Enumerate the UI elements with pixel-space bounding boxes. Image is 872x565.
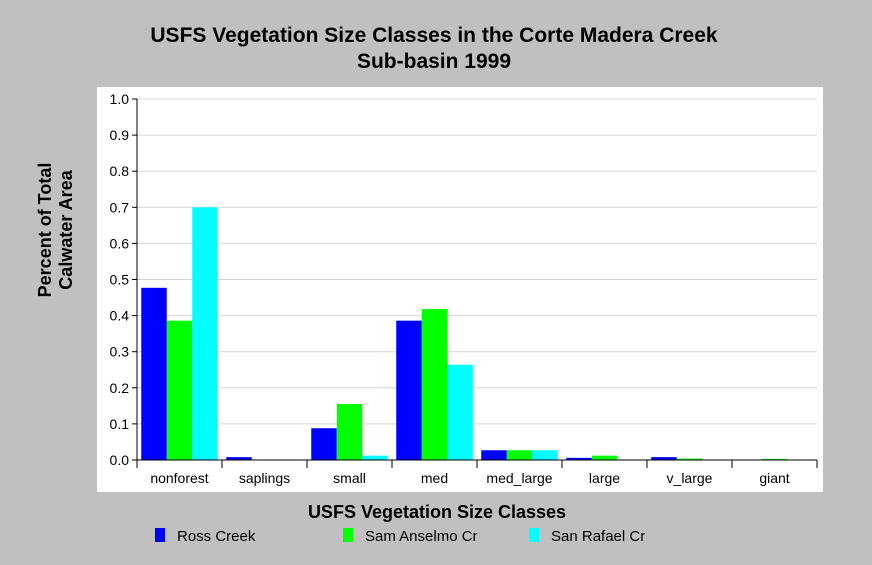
bar-v-large-2 xyxy=(676,458,703,460)
x-tick-label: large xyxy=(589,470,620,486)
bar-med-2 xyxy=(421,309,448,460)
legend-label: Ross Creek xyxy=(177,528,256,545)
y-tick-label: 0.7 xyxy=(110,199,130,215)
y-tick-label: 0.4 xyxy=(110,308,130,324)
bar-med-large-3 xyxy=(532,450,558,460)
y-tick-label: 0.9 xyxy=(110,127,130,143)
y-tick-label: 0.1 xyxy=(110,416,130,432)
x-tick-label: med_large xyxy=(486,470,552,486)
y-tick-label: 1.0 xyxy=(110,91,130,107)
y-tick-label: 0.2 xyxy=(110,380,130,396)
bar-small-3 xyxy=(362,455,388,460)
y-tick-label: 0.6 xyxy=(110,235,130,251)
bar-nonforest-3 xyxy=(192,207,218,460)
x-tick-label: med xyxy=(421,470,448,486)
bar-large-2 xyxy=(591,455,618,460)
x-axis-title: USFS Vegetation Size Classes xyxy=(308,502,566,522)
bar-v-large-1 xyxy=(651,457,677,460)
bar-med-1 xyxy=(396,320,422,460)
chart-title-line-2: Sub-basin 1999 xyxy=(357,50,511,73)
bars xyxy=(141,207,788,460)
legend: Ross Creek Sam Anselmo Cr San Rafael Cr xyxy=(155,528,645,545)
legend-label: Sam Anselmo Cr xyxy=(365,528,478,545)
bar-nonforest-1 xyxy=(141,287,167,460)
y-tick-label: 0.3 xyxy=(110,344,130,360)
bar-med-3 xyxy=(447,364,473,460)
y-tick-label: 0.0 xyxy=(110,452,130,468)
y-tick-label: 0.5 xyxy=(110,272,130,288)
bar-med-large-1 xyxy=(481,450,507,460)
bar-saplings-1 xyxy=(226,457,252,460)
y-tick-label: 0.8 xyxy=(110,163,130,179)
x-tick-label: saplings xyxy=(239,470,290,486)
bar-small-2 xyxy=(336,404,363,460)
legend-swatch xyxy=(155,528,165,542)
x-tick-label: giant xyxy=(759,470,789,486)
bar-small-1 xyxy=(311,428,337,460)
x-tick-label: v_large xyxy=(667,470,713,486)
bar-giant-2 xyxy=(761,458,788,460)
bar-med-large-2 xyxy=(506,450,533,460)
legend-swatch xyxy=(529,528,539,542)
legend-swatch xyxy=(343,528,353,542)
axes xyxy=(132,98,818,468)
bar-large-1 xyxy=(566,457,592,460)
y-axis-title-line-1: Percent of Total xyxy=(35,163,55,298)
gridlines xyxy=(137,98,817,425)
y-tick-labels: 0.0 0.1 0.2 0.3 0.4 0.5 0.6 0.7 0.8 0.9 1.0 xyxy=(110,91,130,468)
x-tick-label: nonforest xyxy=(150,470,208,486)
x-tick-label: small xyxy=(333,470,366,486)
x-tick-labels: nonforest saplings small med med_large large v… xyxy=(150,470,789,486)
bar-nonforest-2 xyxy=(166,320,193,460)
y-axis-title-line-2: Calwater Area xyxy=(56,169,76,289)
legend-label: San Rafael Cr xyxy=(551,528,645,545)
chart-title-line-1: USFS Vegetation Size Classes in the Cort… xyxy=(150,24,718,47)
